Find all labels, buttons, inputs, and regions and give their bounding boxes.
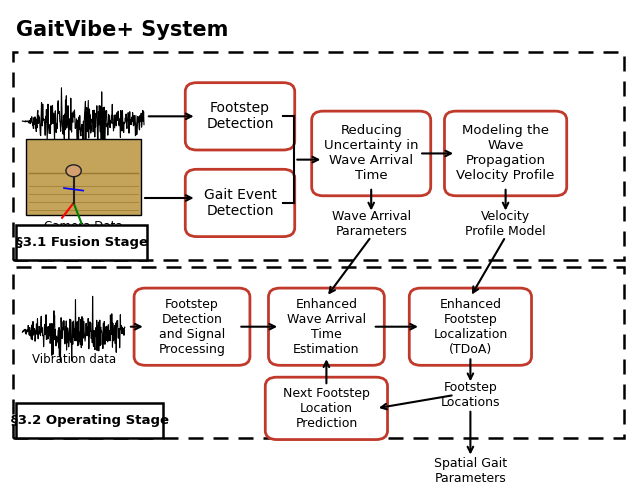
FancyBboxPatch shape (445, 111, 567, 196)
Circle shape (66, 165, 81, 177)
Text: Footstep
Detection
and Signal
Processing: Footstep Detection and Signal Processing (159, 297, 225, 356)
Text: Footstep
Detection: Footstep Detection (206, 101, 274, 132)
Text: Gait Event
Detection: Gait Event Detection (204, 188, 276, 218)
FancyBboxPatch shape (410, 288, 531, 365)
Text: §3.1 Fusion Stage: §3.1 Fusion Stage (15, 236, 148, 249)
Text: Modeling the
Wave
Propagation
Velocity Profile: Modeling the Wave Propagation Velocity P… (456, 124, 555, 183)
Text: Spatial Gait
Parameters: Spatial Gait Parameters (434, 457, 507, 485)
FancyBboxPatch shape (265, 377, 388, 440)
Bar (16, 403, 163, 438)
Text: Camera Data: Camera Data (44, 220, 122, 233)
FancyBboxPatch shape (186, 83, 295, 150)
Bar (13, 267, 624, 438)
Text: Enhanced
Footstep
Localization
(TDoA): Enhanced Footstep Localization (TDoA) (433, 297, 508, 356)
FancyBboxPatch shape (134, 288, 250, 365)
Text: GaitVibe+ System: GaitVibe+ System (16, 20, 228, 40)
Bar (26, 139, 141, 215)
Text: Vibration data: Vibration data (41, 141, 125, 153)
Text: Velocity
Profile Model: Velocity Profile Model (465, 210, 546, 238)
Text: Reducing
Uncertainty in
Wave Arrival
Time: Reducing Uncertainty in Wave Arrival Tim… (324, 124, 419, 183)
Text: Footstep
Locations: Footstep Locations (441, 381, 500, 409)
FancyBboxPatch shape (312, 111, 431, 196)
FancyBboxPatch shape (269, 288, 385, 365)
FancyBboxPatch shape (186, 169, 295, 237)
Bar (16, 225, 147, 260)
Text: Next Footstep
Location
Prediction: Next Footstep Location Prediction (283, 387, 370, 430)
Text: Enhanced
Wave Arrival
Time
Estimation: Enhanced Wave Arrival Time Estimation (287, 297, 366, 356)
Bar (13, 52, 624, 260)
Text: Wave Arrival
Parameters: Wave Arrival Parameters (332, 210, 411, 238)
Text: Vibration data: Vibration data (31, 353, 116, 366)
Text: §3.2 Operating Stage: §3.2 Operating Stage (11, 414, 168, 427)
